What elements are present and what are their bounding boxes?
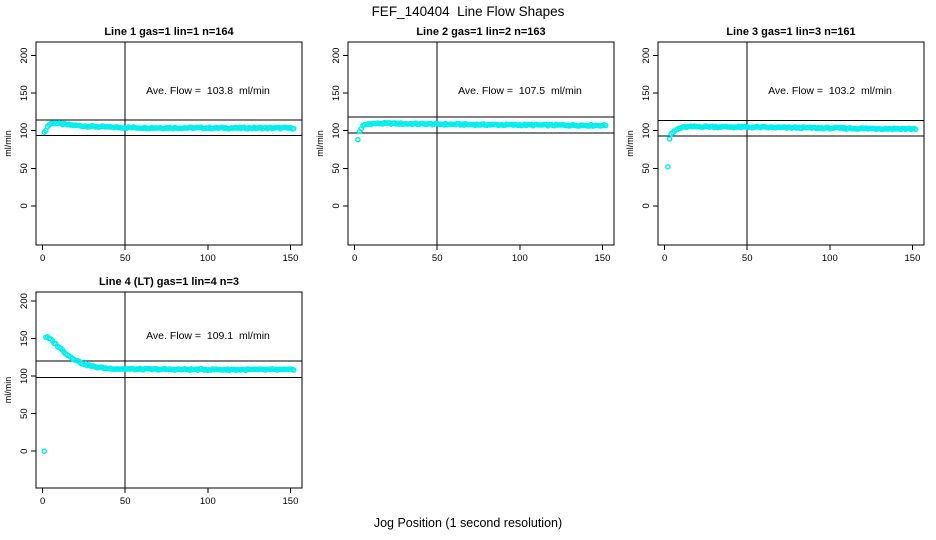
y-tick-label: 0	[641, 203, 652, 208]
y-tick-label: 50	[19, 408, 30, 419]
y-tick-label: 100	[331, 123, 342, 139]
y-tick-label: 150	[19, 331, 30, 347]
x-tick-label: 0	[40, 253, 45, 264]
y-tick-label: 150	[331, 85, 342, 101]
x-tick-label: 150	[283, 253, 299, 264]
y-tick-label: 0	[19, 449, 30, 454]
x-tick-label: 50	[120, 496, 131, 507]
outlier-point	[41, 448, 48, 454]
y-tick-label: 50	[331, 163, 342, 174]
x-tick-label: 0	[40, 496, 45, 507]
ave-flow-annotation-line-4: Ave. Flow = 109.1 ml/min	[146, 330, 270, 342]
x-tick-label: 50	[120, 253, 131, 264]
plot-box	[347, 41, 615, 246]
y-axis: 0 50 100 150 200	[19, 48, 36, 209]
y-tick-label: 200	[19, 48, 30, 64]
x-tick-label: 150	[283, 496, 299, 507]
panel-line-3: Line 3 gas=1 lin=3 n=161 0 50 100 150 0 50 100…	[622, 25, 936, 280]
plot-box	[35, 291, 303, 489]
data-point	[290, 125, 297, 132]
y-tick-label: 50	[641, 163, 652, 174]
x-tick-label: 100	[200, 253, 216, 264]
x-axis: 0 50 100 150	[352, 245, 610, 264]
line-1-flow-chart: 0 50 100 150 0 50 100 150 200 ml/min	[3, 41, 303, 264]
y-tick-label: 150	[641, 85, 652, 101]
reference-hlines	[348, 116, 614, 134]
line-3-flow-chart: 0 50 100 150 0 50 100 150 200 ml/min	[625, 41, 925, 264]
outlier-point	[666, 136, 673, 142]
y-axis: 0 50 100 150 200	[641, 48, 658, 209]
y-axis: 0 50 100 150 200	[331, 48, 348, 209]
data-point	[912, 126, 919, 133]
x-tick-label: 100	[512, 253, 528, 264]
y-tick-label: 0	[19, 203, 30, 208]
y-tick-label: 200	[641, 48, 652, 64]
x-tick-label: 50	[432, 253, 443, 264]
scatter-points	[41, 334, 297, 454]
reference-hlines	[658, 120, 924, 137]
y-axis-title: ml/min	[3, 130, 13, 157]
scatter-points	[355, 119, 609, 143]
panel-title-line-3: Line 3 gas=1 lin=3 n=161	[726, 26, 856, 38]
panel-title-line-2: Line 2 gas=1 lin=2 n=163	[416, 26, 546, 38]
x-tick-label: 0	[352, 253, 357, 264]
x-tick-label: 100	[822, 253, 838, 264]
panel-title-line-4: Line 4 (LT) gas=1 lin=4 n=3	[98, 276, 240, 288]
panel-line-2: Line 2 gas=1 lin=2 n=163 0 50 100 150 0 50 100…	[312, 25, 648, 280]
x-axis: 0 50 100 150	[40, 488, 298, 507]
plot-box	[35, 41, 303, 246]
outlier-point	[355, 136, 361, 143]
scatter-points	[665, 123, 919, 170]
main-title: FEF_140404 Line Flow Shapes	[371, 4, 565, 19]
y-tick-label: 200	[331, 48, 342, 64]
x-tick-label: 100	[200, 496, 216, 507]
x-tick-label: 150	[905, 253, 921, 264]
reference-hlines	[36, 119, 302, 137]
y-tick-label: 50	[19, 163, 30, 174]
y-tick-label: 0	[331, 203, 342, 208]
x-tick-label: 50	[742, 253, 753, 264]
line-2-flow-chart: 0 50 100 150 0 50 100 150 200 ml/min	[315, 41, 615, 264]
ave-flow-annotation-line-1: Ave. Flow = 103.8 ml/min	[146, 85, 270, 97]
y-axis: 0 50 100 150 200	[19, 293, 36, 454]
y-axis-title: ml/min	[3, 377, 13, 404]
y-tick-label: 150	[19, 85, 30, 101]
y-tick-label: 200	[19, 293, 30, 309]
ave-flow-annotation-line-3: Ave. Flow = 103.2 ml/min	[768, 85, 892, 97]
ave-flow-annotation-line-2: Ave. Flow = 107.5 ml/min	[458, 85, 582, 97]
x-axis: 0 50 100 150	[40, 245, 298, 264]
y-axis-title: ml/min	[625, 130, 635, 157]
y-axis-title: ml/min	[315, 130, 325, 157]
x-tick-label: 0	[662, 253, 667, 264]
plot-box	[657, 41, 925, 246]
scatter-points	[41, 120, 297, 136]
y-tick-label: 100	[19, 368, 30, 384]
y-tick-label: 100	[19, 123, 30, 139]
line-4-flow-chart: 0 50 100 150 0 50 100 150 200 ml/min	[3, 291, 303, 507]
panel-line-1: Line 1 gas=1 lin=1 n=164 0 50 100 150 0 50 100…	[0, 25, 336, 280]
x-axis: 0 50 100 150	[662, 245, 920, 264]
panel-title-line-1: Line 1 gas=1 lin=1 n=164	[104, 26, 234, 38]
panel-line-4: Line 4 (LT) gas=1 lin=4 n=3 0 50 100 150 0 50…	[0, 275, 336, 530]
data-point	[602, 122, 609, 129]
outlier-point	[665, 163, 671, 170]
y-tick-label: 100	[641, 123, 652, 139]
data-point	[290, 367, 297, 373]
x-axis-label: Jog Position (1 second resolution)	[373, 516, 563, 530]
x-tick-label: 150	[595, 253, 611, 264]
